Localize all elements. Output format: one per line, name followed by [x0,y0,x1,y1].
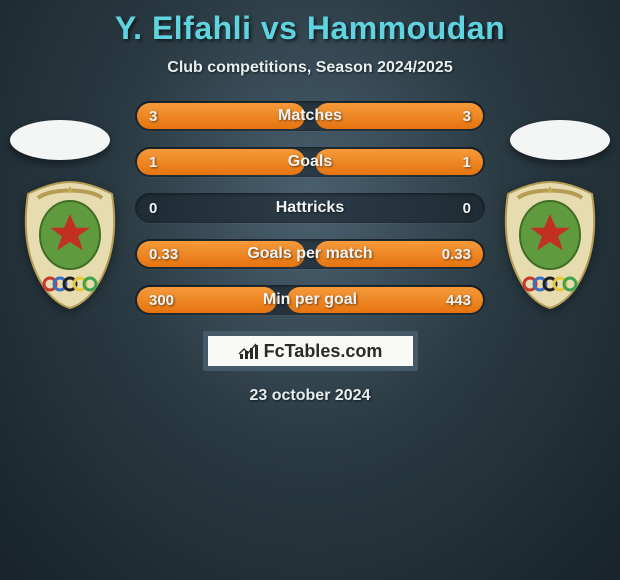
stat-bar: 300Min per goal443 [135,285,485,315]
stat-right-value: 3 [463,108,471,125]
bar-fill-left [137,149,305,175]
subtitle: Club competitions, Season 2024/2025 [0,59,620,77]
team-crest-right [500,180,600,310]
stat-left-value: 0 [149,200,157,217]
stat-bar: 0Hattricks0 [135,193,485,223]
chart-icon [238,342,258,360]
stat-right-value: 1 [463,154,471,171]
team-crest-left [20,180,120,310]
brand-label: FcTables.com [264,341,383,362]
bar-fill-right [315,149,483,175]
crest-icon [20,180,120,310]
stat-right-value: 0.33 [442,246,471,263]
stat-right-value: 0 [463,200,471,217]
stat-bar: 0.33Goals per match0.33 [135,239,485,269]
stat-right-value: 443 [446,292,471,309]
page-title: Y. Elfahli vs Hammoudan [0,0,620,47]
date-label: 23 october 2024 [0,387,620,405]
stat-bar: 1Goals1 [135,147,485,177]
stat-left-value: 1 [149,154,157,171]
stat-label: Hattricks [135,199,485,217]
bar-fill-right [315,103,483,129]
crest-icon [500,180,600,310]
bar-fill-left [137,103,305,129]
player-left-oval [10,120,110,160]
stat-left-value: 300 [149,292,174,309]
stat-left-value: 3 [149,108,157,125]
stat-bar: 3Matches3 [135,101,485,131]
stat-left-value: 0.33 [149,246,178,263]
player-right-oval [510,120,610,160]
brand-link[interactable]: FcTables.com [203,331,418,371]
stats-bars: 3Matches3 1Goals1 0Hattricks0 0.33Goals per… [135,101,485,315]
